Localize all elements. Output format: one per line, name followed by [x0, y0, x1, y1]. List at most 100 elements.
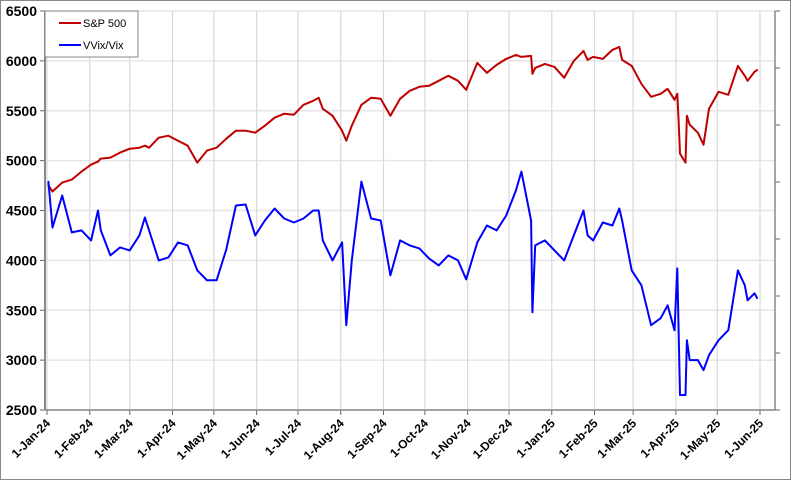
data-point-sp500	[640, 83, 643, 85]
data-point-vvix-vix	[428, 257, 430, 260]
data-point-sp500	[186, 144, 189, 147]
data-point-vvix-vix	[317, 209, 320, 212]
data-point-sp500	[317, 96, 320, 99]
data-point-sp500	[379, 97, 382, 100]
data-point-sp500	[708, 107, 710, 110]
data-point-vvix-vix	[148, 229, 150, 232]
y-tick-label: 6500	[6, 3, 37, 19]
data-point-vvix-vix	[544, 239, 546, 242]
data-point-vvix-vix	[244, 203, 247, 206]
data-point-vvix-vix	[465, 278, 468, 281]
data-point-vvix-vix	[684, 394, 687, 396]
data-point-sp500	[399, 97, 401, 100]
data-point-vvix-vix	[99, 229, 102, 232]
data-point-sp500	[630, 65, 633, 67]
data-point-vvix-vix	[582, 209, 585, 212]
data-point-sp500	[673, 98, 676, 101]
data-point-sp500	[99, 157, 102, 160]
data-point-vvix-vix	[601, 221, 604, 224]
data-point-sp500	[283, 112, 286, 115]
data-point-sp500	[563, 77, 565, 79]
data-point-sp500	[717, 90, 720, 93]
data-point-sp500	[97, 160, 99, 163]
data-point-vvix-vix	[727, 329, 730, 332]
data-point-vvix-vix	[676, 267, 679, 270]
y-tick-label: 3000	[6, 352, 37, 368]
data-point-vvix-vix	[225, 248, 228, 251]
data-point-vvix-vix	[196, 269, 199, 272]
data-point-sp500	[756, 69, 759, 71]
data-point-sp500	[331, 114, 334, 117]
data-point-vvix-vix	[592, 239, 594, 242]
data-point-vvix-vix	[157, 259, 160, 262]
y-tick-label: 4000	[6, 252, 37, 268]
data-point-vvix-vix	[437, 264, 440, 267]
data-point-vvix-vix	[235, 204, 237, 207]
data-point-sp500	[476, 62, 479, 64]
data-point-sp500	[345, 139, 348, 142]
data-point-vvix-vix	[293, 221, 295, 224]
data-point-vvix-vix	[128, 249, 131, 252]
data-point-vvix-vix	[563, 259, 565, 262]
data-point-vvix-vix	[138, 234, 141, 237]
legend-label-vvix-vix: VVix/Vix	[83, 40, 124, 52]
data-point-vvix-vix	[659, 317, 662, 320]
data-point-sp500	[80, 170, 83, 173]
data-point-sp500	[621, 59, 623, 61]
data-point-sp500	[676, 92, 679, 95]
data-point-vvix-vix	[215, 279, 218, 282]
data-point-sp500	[702, 143, 705, 146]
data-point-sp500	[119, 151, 121, 154]
data-point-sp500	[254, 131, 257, 134]
data-point-vvix-vix	[97, 209, 99, 212]
data-point-vvix-vix	[495, 229, 498, 232]
data-point-sp500	[350, 124, 353, 127]
data-point-vvix-vix	[679, 394, 681, 396]
data-point-sp500	[515, 54, 517, 56]
data-point-vvix-vix	[90, 239, 92, 242]
data-point-vvix-vix	[534, 244, 537, 247]
data-point-sp500	[51, 190, 54, 193]
data-point-sp500	[138, 146, 141, 149]
y-tick-label: 5000	[6, 153, 37, 169]
data-point-sp500	[601, 58, 604, 60]
data-point-sp500	[586, 59, 589, 61]
data-point-sp500	[534, 67, 537, 69]
data-point-sp500	[659, 92, 662, 95]
data-point-vvix-vix	[688, 359, 691, 361]
data-point-sp500	[457, 80, 459, 82]
data-point-sp500	[215, 146, 218, 149]
data-point-vvix-vix	[673, 329, 676, 332]
data-point-sp500	[144, 144, 146, 147]
data-point-sp500	[611, 49, 614, 51]
data-point-vvix-vix	[144, 216, 146, 219]
data-point-vvix-vix	[80, 229, 83, 232]
data-point-vvix-vix	[737, 269, 739, 272]
data-point-sp500	[428, 85, 430, 87]
data-point-vvix-vix	[702, 369, 705, 371]
data-point-sp500	[530, 55, 532, 57]
data-point-sp500	[746, 80, 749, 82]
data-point-vvix-vix	[621, 219, 623, 222]
data-point-vvix-vix	[515, 189, 517, 192]
data-point-vvix-vix	[476, 241, 479, 244]
data-point-vvix-vix	[573, 234, 575, 237]
data-point-sp500	[437, 80, 440, 82]
data-point-vvix-vix	[283, 217, 286, 220]
data-point-vvix-vix	[47, 180, 50, 183]
data-point-sp500	[737, 65, 739, 67]
data-point-vvix-vix	[350, 259, 353, 262]
data-point-sp500	[389, 114, 392, 117]
data-point-sp500	[341, 129, 343, 132]
data-point-sp500	[360, 103, 363, 106]
data-point-vvix-vix	[51, 226, 54, 229]
y-tick-label: 5500	[6, 103, 37, 119]
data-point-sp500	[322, 107, 324, 110]
data-point-sp500	[495, 64, 498, 66]
data-point-vvix-vix	[206, 279, 208, 282]
y-tick-label: 6000	[6, 53, 37, 69]
data-point-vvix-vix	[264, 219, 266, 222]
data-point-vvix-vix	[254, 234, 257, 237]
